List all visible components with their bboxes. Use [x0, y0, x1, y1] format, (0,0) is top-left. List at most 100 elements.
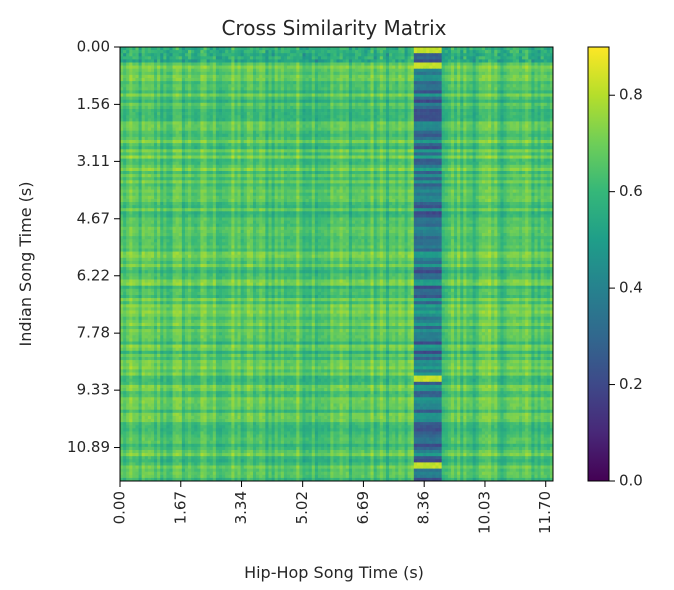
heatmap-cell [314, 152, 319, 156]
heatmap-cell [429, 53, 433, 57]
heatmap-cell [364, 146, 368, 150]
heatmap-cell [373, 146, 378, 150]
heatmap-cell [206, 109, 211, 113]
heatmap-cell [522, 99, 526, 104]
heatmap-cell [324, 102, 328, 107]
heatmap-cell [184, 140, 189, 144]
heatmap-cell [240, 84, 245, 88]
heatmap-cell [512, 121, 517, 125]
heatmap-cell [500, 59, 504, 63]
heatmap-cell [178, 68, 183, 73]
heatmap-cell [450, 53, 455, 57]
heatmap-cell [317, 152, 322, 156]
heatmap-cell [231, 84, 235, 88]
heatmap-cell [460, 112, 464, 116]
heatmap-cell [212, 62, 217, 66]
heatmap-cell [290, 78, 294, 82]
heatmap-cell [534, 62, 538, 66]
heatmap-cell [358, 93, 362, 97]
heatmap-cell [376, 56, 381, 60]
heatmap-cell [546, 84, 551, 88]
heatmap-cell [398, 152, 402, 156]
heatmap-cell [200, 115, 204, 119]
heatmap-cell [290, 124, 294, 128]
heatmap-cell [500, 78, 504, 82]
heatmap-cell [389, 62, 393, 66]
heatmap-cell [308, 96, 313, 101]
heatmap-cell [463, 112, 467, 116]
heatmap-cell [351, 115, 356, 119]
heatmap-cell [327, 99, 331, 104]
heatmap-cell [351, 143, 356, 147]
heatmap-cell [503, 109, 507, 113]
heatmap-cell [528, 68, 532, 73]
heatmap-cell [466, 93, 470, 97]
heatmap-cell [287, 130, 291, 135]
heatmap-cell [435, 146, 439, 150]
heatmap-cell [324, 87, 328, 91]
heatmap-cell [290, 121, 294, 125]
heatmap-cell [460, 47, 464, 51]
heatmap-cell [373, 50, 378, 54]
heatmap-cell [138, 99, 142, 104]
heatmap-cell [379, 121, 384, 125]
heatmap-cell [413, 127, 418, 132]
heatmap-cell [240, 127, 245, 132]
heatmap-cell [126, 102, 130, 107]
heatmap-cell [512, 68, 517, 73]
heatmap-cell [302, 127, 306, 132]
heatmap-cell [305, 53, 310, 57]
heatmap-cell [287, 56, 291, 60]
heatmap-cell [420, 74, 424, 79]
heatmap-cell [259, 56, 263, 60]
heatmap-cell [491, 115, 495, 119]
heatmap-cell [200, 68, 204, 73]
heatmap-cell [305, 81, 310, 85]
heatmap-cell [506, 102, 511, 107]
heatmap-cell [457, 93, 461, 97]
heatmap-cell [435, 152, 439, 156]
heatmap-cell [299, 118, 303, 122]
heatmap-cell [450, 81, 455, 85]
heatmap-cell [218, 65, 223, 70]
heatmap-cell [404, 47, 408, 51]
heatmap-cell [361, 50, 365, 54]
heatmap-cell [509, 50, 514, 54]
heatmap-cell [348, 155, 353, 159]
heatmap-cell [296, 93, 300, 97]
heatmap-cell [246, 84, 251, 88]
heatmap-cell [546, 133, 551, 138]
heatmap-cell [500, 112, 504, 116]
heatmap-cell [268, 155, 272, 159]
heatmap-cell [135, 121, 139, 125]
heatmap-cell [166, 93, 170, 97]
heatmap-cell [454, 112, 458, 116]
heatmap-cell [200, 118, 204, 122]
heatmap-cell [277, 50, 282, 54]
heatmap-cell [416, 47, 421, 51]
heatmap-cell [488, 121, 492, 125]
heatmap-cell [240, 109, 245, 113]
heatmap-cell [203, 143, 207, 147]
heatmap-cell [416, 62, 421, 66]
heatmap-cell [342, 152, 347, 156]
heatmap-cell [234, 99, 238, 104]
heatmap-cell [290, 81, 294, 85]
heatmap-cell [274, 133, 279, 138]
heatmap-cell [512, 47, 517, 51]
heatmap-cell [215, 149, 220, 153]
heatmap-cell [243, 109, 248, 113]
heatmap-cell [503, 93, 507, 97]
heatmap-cell [336, 74, 340, 79]
heatmap-cell [172, 53, 177, 57]
heatmap-cell [472, 90, 477, 94]
heatmap-cell [324, 133, 328, 138]
heatmap-cell [497, 118, 501, 122]
heatmap-cell [302, 78, 306, 82]
heatmap-cell [491, 47, 495, 51]
heatmap-cell [534, 149, 538, 153]
heatmap-cell [317, 130, 322, 135]
heatmap-cell [181, 68, 186, 73]
heatmap-cell [370, 59, 374, 63]
heatmap-cell [348, 118, 353, 122]
